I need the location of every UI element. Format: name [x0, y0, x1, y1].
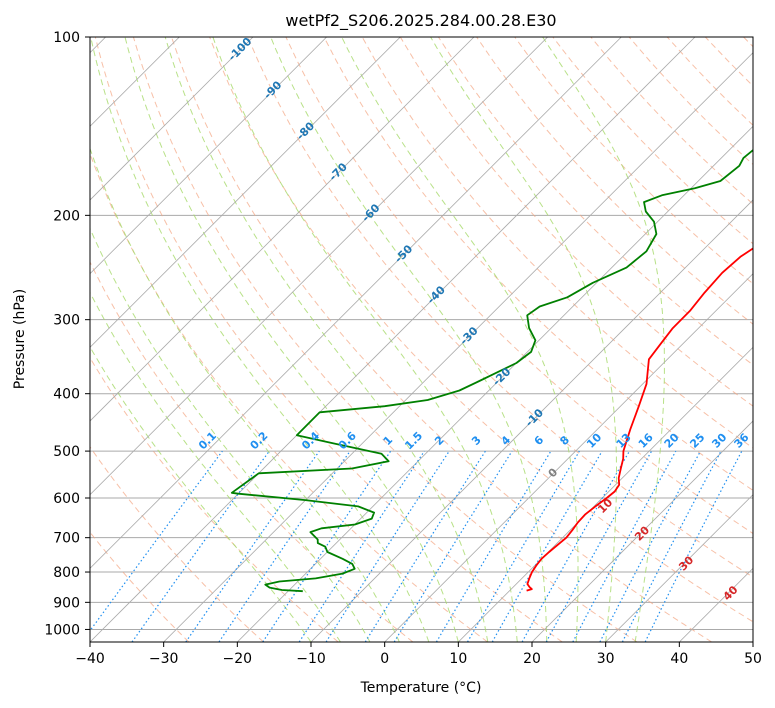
isotherm: [237, 125, 753, 642]
mixing-ratio-line: [298, 450, 425, 642]
moist-adiabat: [90, 291, 341, 642]
x-tick-label: 30: [597, 651, 615, 667]
y-tick-label: 400: [53, 387, 80, 403]
pressure-gridlines: [90, 37, 753, 630]
mixing-ratio-line: [393, 450, 513, 642]
isotherm: [163, 52, 753, 642]
x-tick-label: 20: [523, 651, 541, 667]
moist-adiabat: [90, 227, 371, 642]
dry-adiabats: [90, 37, 753, 642]
y-tick-label: 300: [53, 313, 80, 329]
mixing-ratio-line: [545, 450, 653, 642]
x-tick-label: −10: [296, 651, 326, 667]
y-tick-label: 600: [53, 491, 80, 507]
y-tick-label: 500: [53, 444, 80, 460]
mixing-ratio-line: [185, 450, 320, 642]
series-dewpoint: [230, 148, 753, 593]
isotherms: [90, 37, 753, 642]
isotherm: [90, 37, 254, 201]
isotherm: [90, 37, 548, 496]
dry-adiabat: [323, 37, 753, 491]
mixing-ratio-line: [218, 450, 351, 642]
x-tick-label: 0: [380, 651, 389, 667]
mixing-ratio-line: [521, 450, 631, 642]
dry-adiabat: [90, 446, 264, 642]
moist-adiabat: [90, 37, 430, 642]
x-tick-label: 10: [449, 651, 467, 667]
moist-adiabat: [430, 37, 617, 642]
y-tick-label: 1000: [44, 622, 80, 638]
x-tick-label: −30: [149, 651, 179, 667]
isotherm: [90, 37, 401, 348]
isotherm: [458, 346, 753, 642]
plot-frame: [89, 36, 754, 643]
isotherm: [384, 273, 753, 642]
isotherm: [90, 37, 327, 275]
dry-adiabat: [514, 37, 753, 285]
isotherm: [531, 420, 753, 642]
dry-adiabat: [90, 260, 414, 642]
isotherm: [310, 199, 753, 642]
moist-adiabat: [212, 37, 518, 642]
x-tick-label: −40: [75, 651, 105, 667]
moist-adiabat: [341, 37, 579, 642]
chart-title: wetPf2_S206.2025.284.00.28.E30: [285, 11, 556, 31]
x-tick-label: −20: [223, 651, 253, 667]
moist-adiabat: [270, 37, 548, 642]
dry-adiabat: [209, 37, 753, 623]
dry-adiabat: [476, 37, 753, 325]
dry-adiabat: [171, 37, 712, 642]
y-tick-label: 900: [53, 595, 80, 611]
y-tick-label: 200: [53, 208, 80, 224]
y-axis: 1000 900 800 700 600 500 400 300 200 100: [44, 30, 90, 638]
x-axis: −40 −30 −20 −10 0 10 20 30 40 50: [75, 642, 762, 667]
isotherm: [90, 37, 622, 569]
y-axis-label: Pressure (hPa): [12, 289, 28, 389]
mixing-ratio-line: [572, 450, 677, 642]
mixing-ratio-line: [131, 450, 270, 642]
moist-adiabat: [164, 37, 489, 642]
mixing-ratio-lines: [90, 450, 743, 642]
y-tick-label: 700: [53, 531, 80, 547]
plot-area: -100-90-80-70-60-50-40-30-20-1000.1 0.2 0.…: [90, 37, 753, 642]
isotherm: [90, 37, 475, 422]
dry-adiabat: [247, 37, 753, 578]
dry-adiabat: [94, 37, 563, 642]
mixing-ratio-line: [325, 450, 450, 642]
x-tick-label: 40: [670, 651, 688, 667]
mixing-ratio-line: [262, 450, 392, 642]
series-temperature: [526, 247, 753, 592]
moist-adiabat: [542, 37, 665, 642]
isotherm: [90, 37, 696, 642]
mixing-ratio-line: [90, 450, 223, 632]
x-axis-label: Temperature (°C): [360, 680, 482, 696]
y-tick-label: 100: [53, 30, 80, 46]
y-tick-label: 800: [53, 565, 80, 581]
dry-adiabat: [285, 37, 753, 535]
dry-adiabat: [90, 356, 339, 642]
moist-adiabat: [124, 37, 459, 642]
x-tick-label: 50: [744, 651, 762, 667]
profile-series: [230, 148, 753, 593]
mixing-ratio-line: [644, 450, 743, 642]
isotherm: [605, 494, 753, 642]
